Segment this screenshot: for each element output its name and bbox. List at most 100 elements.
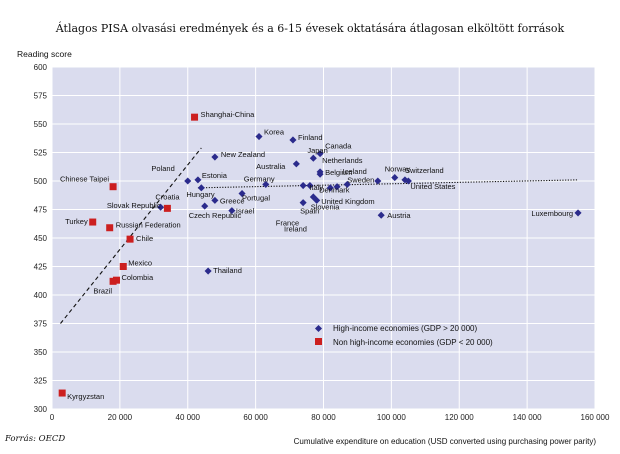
- point-label-brazil: Brazil: [93, 286, 112, 295]
- point-belgium: [316, 170, 324, 178]
- point-estonia: [194, 176, 202, 184]
- point-label-slovenia: Slovenia: [311, 202, 341, 211]
- point-label-colombia: Colombia: [121, 273, 154, 282]
- x-tick-label: 140 000: [513, 413, 542, 422]
- source-note: Forrás: OECD: [4, 433, 65, 444]
- point-czech-republic: [201, 202, 209, 210]
- point-slovenia: [313, 196, 321, 204]
- point-hungary: [197, 184, 205, 192]
- point-label-kyrgyzstan: Kyrgyzstan: [67, 392, 104, 401]
- y-axis-label: Reading score: [17, 49, 72, 59]
- point-new-zealand: [211, 153, 219, 161]
- point-ireland: [306, 182, 314, 190]
- x-tick-label: 160 000: [581, 413, 610, 422]
- y-tick-label: 500: [34, 177, 48, 186]
- point-iceland: [374, 177, 382, 185]
- point-united-kingdom: [326, 184, 334, 192]
- point-label-switzerland: Switzerland: [405, 166, 444, 175]
- point-label-hungary: Hungary: [186, 190, 215, 199]
- point-germany: [262, 180, 270, 188]
- point-label-germany: Germany: [244, 174, 275, 183]
- x-tick-label: 80 000: [311, 413, 336, 422]
- point-shanghai-china: [191, 113, 199, 121]
- point-label-portugal: Portugal: [242, 194, 270, 203]
- y-tick-label: 550: [34, 120, 48, 129]
- x-axis-label: Cumulative expenditure on education (USD…: [294, 437, 597, 446]
- point-portugal: [238, 190, 246, 198]
- y-tick-label: 300: [34, 405, 48, 414]
- point-label-luxembourg: Luxembourg: [531, 209, 573, 218]
- point-label-czech-republic: Czech Republic: [189, 211, 242, 220]
- point-spain: [299, 199, 307, 207]
- y-tick-label: 350: [34, 348, 48, 357]
- point-label-netherlands: Netherlands: [322, 156, 363, 165]
- trend-line-dotted: [197, 179, 579, 189]
- point-russian-federation: [106, 224, 114, 232]
- point-norway: [391, 174, 399, 182]
- point-label-greece: Greece: [220, 196, 245, 205]
- x-tick-label: 120 000: [445, 413, 474, 422]
- point-greece: [211, 196, 219, 204]
- y-tick-label: 525: [34, 149, 48, 158]
- point-label-belgium: Belgium: [325, 168, 352, 177]
- point-poland: [184, 177, 192, 185]
- point-label-estonia: Estonia: [202, 171, 228, 180]
- y-tick-label: 375: [34, 320, 48, 329]
- point-label-france: France: [276, 219, 299, 228]
- point-luxembourg: [574, 209, 582, 217]
- point-mexico: [119, 263, 127, 270]
- point-label-chinese-taipei: Chinese Taipei: [60, 175, 109, 184]
- y-tick-label: 325: [34, 377, 48, 386]
- x-tick-label: 40 000: [176, 413, 201, 422]
- point-canada: [316, 150, 324, 158]
- legend-nonhigh-marker: [315, 338, 322, 345]
- point-austria: [377, 211, 385, 219]
- point-label-finland: Finland: [298, 133, 323, 142]
- x-ticks: 0 20 000 40 000 60 000 80 000 100 000 120 000 1…: [50, 413, 610, 422]
- x-tick-label: 100 000: [377, 413, 406, 422]
- point-label-japan: Japan: [307, 146, 327, 155]
- x-tick-label: 0: [50, 413, 55, 422]
- y-tick-label: 400: [34, 291, 48, 300]
- point-label-slovak-republic: Slovak Republic: [107, 201, 161, 210]
- point-label-shanghai-china: Shanghai-China: [201, 110, 256, 119]
- point-label-korea: Korea: [264, 128, 285, 137]
- point-chile: [126, 235, 134, 243]
- point-kyrgyzstan: [58, 389, 66, 397]
- y-tick-label: 475: [34, 206, 48, 215]
- point-label-spain: Spain: [300, 207, 319, 216]
- point-japan: [309, 154, 317, 162]
- point-label-norway: Norway: [385, 165, 411, 174]
- point-israel: [228, 207, 236, 215]
- point-label-russian-federation: Russian Federation: [116, 221, 181, 230]
- point-label-austria: Austria: [387, 211, 411, 220]
- legend-high-label: High-income economies (GDP > 20 000): [333, 324, 477, 333]
- point-label-italy: Italy: [309, 183, 323, 192]
- point-label-ireland: Ireland: [284, 225, 307, 234]
- y-tick-label: 450: [34, 234, 48, 243]
- point-united-states: [404, 177, 412, 185]
- legend-high-marker: [314, 324, 323, 333]
- point-sweden: [343, 180, 351, 188]
- point-label-mexico: Mexico: [128, 259, 152, 268]
- y-ticks: 300 325 350 375 400 425 450 475 500 525 550 575 600: [34, 63, 48, 414]
- legend-nonhigh-label: Non high-income economies (GDP < 20 000): [333, 338, 493, 347]
- point-denmark: [333, 183, 341, 191]
- point-label-chile: Chile: [136, 234, 153, 243]
- x-tick-label: 20 000: [108, 413, 133, 422]
- point-label-iceland: Iceland: [343, 167, 367, 176]
- point-korea: [255, 133, 263, 141]
- grid-lines: [51, 66, 596, 410]
- y-tick-label: 575: [34, 92, 48, 101]
- point-label-poland: Poland: [151, 164, 174, 173]
- point-australia: [292, 160, 300, 168]
- point-label-australia: Australia: [256, 162, 286, 171]
- point-label-israel: Israel: [236, 207, 255, 216]
- point-brazil: [109, 277, 117, 285]
- point-label-united-states: United States: [410, 182, 455, 191]
- x-tick-label: 60 000: [243, 413, 268, 422]
- point-slovak-republic: [157, 203, 165, 211]
- y-tick-label: 600: [34, 63, 48, 72]
